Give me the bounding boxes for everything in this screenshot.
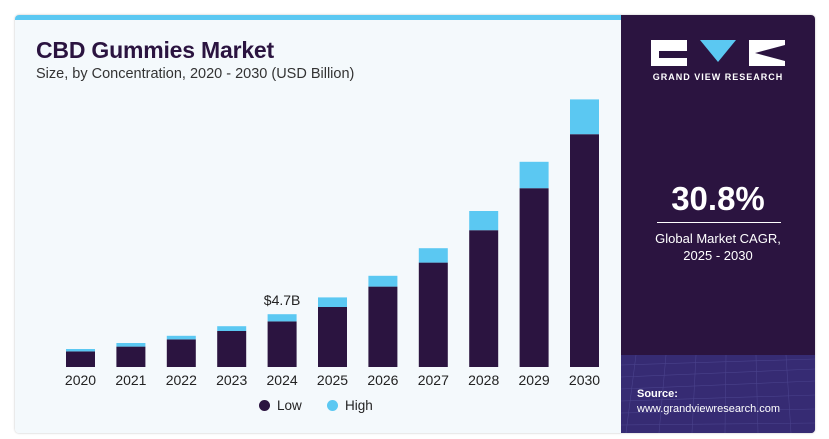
bar-low-2026	[368, 286, 398, 367]
bar-low-2024	[267, 321, 297, 367]
bar-high-2023	[217, 326, 247, 331]
decorative-grid	[621, 355, 815, 433]
legend-swatch-high	[327, 400, 338, 411]
source-label: Source:	[637, 388, 678, 400]
stacked-bar-chart: 2020 2021 2022 2023 2024 2025 2026 2027 2028 2029…	[65, 99, 600, 388]
legend-item-high: High	[327, 398, 373, 413]
x-tick-label-2021: 2021	[115, 372, 146, 388]
x-tick-label-2030: 2030	[569, 372, 600, 388]
grand-view-research-logo	[651, 40, 785, 66]
x-tick-label-2029: 2029	[519, 372, 550, 388]
bar-high-2024	[267, 314, 297, 322]
x-tick-label-2025: 2025	[317, 372, 348, 388]
bar-high-2022	[166, 335, 196, 340]
bar-high-2020	[66, 349, 95, 352]
x-tick-label-2026: 2026	[367, 372, 398, 388]
bar-low-2027	[418, 262, 448, 367]
legend-item-low: Low	[259, 398, 302, 413]
bar-high-2021	[116, 343, 146, 347]
bar-low-2022	[166, 339, 196, 367]
bar-low-2028	[469, 230, 499, 367]
legend: Low High	[15, 398, 621, 418]
brand-name: GRAND VIEW RESEARCH	[652, 72, 784, 82]
legend-label-high: High	[345, 398, 373, 413]
cagr-value: 30.8%	[671, 180, 765, 217]
cagr-divider	[657, 222, 781, 223]
legend-swatch-low	[259, 400, 270, 411]
bar-high-2025	[318, 297, 347, 307]
bar-low-2025	[318, 307, 347, 367]
x-tick-label-2022: 2022	[166, 372, 197, 388]
bar-low-2030	[570, 134, 599, 367]
data-label-2024: $4.7B	[264, 292, 301, 308]
bar-low-2023	[217, 331, 247, 367]
bar-high-2026	[368, 275, 398, 287]
x-tick-label-2023: 2023	[216, 372, 247, 388]
chart-subtitle: Size, by Concentration, 2020 - 2030 (USD…	[36, 66, 355, 82]
source-link[interactable]: www.grandviewresearch.com	[637, 403, 781, 415]
bar-high-2027	[418, 248, 448, 263]
x-tick-label-2028: 2028	[468, 372, 499, 388]
bar-low-2021	[116, 346, 146, 367]
cagr-label: Global Market CAGR,	[655, 231, 781, 246]
cagr-period: 2025 - 2030	[683, 248, 753, 263]
accent-bar	[15, 15, 621, 20]
x-tick-label-2024: 2024	[267, 372, 298, 388]
source-box: Source: www.grandviewresearch.com	[621, 355, 815, 433]
bar-low-2029	[519, 188, 549, 367]
bar-low-2020	[66, 351, 95, 367]
bar-high-2029	[519, 161, 549, 189]
chart-panel: CBD Gummies Market Size, by Concentratio…	[15, 15, 621, 433]
legend-label-low: Low	[277, 398, 302, 413]
bar-high-2030	[570, 99, 599, 135]
x-tick-label-2020: 2020	[65, 372, 96, 388]
sidebar-panel: GRAND VIEW RESEARCH 30.8% Global Market …	[621, 15, 815, 433]
x-tick-label-2027: 2027	[418, 372, 449, 388]
infographic-card: CBD Gummies Market Size, by Concentratio…	[15, 15, 815, 433]
chart-title: CBD Gummies Market	[36, 37, 274, 63]
bar-high-2028	[469, 211, 499, 231]
cagr-caption: Global Market CAGR, 2025 - 2030	[641, 230, 795, 264]
